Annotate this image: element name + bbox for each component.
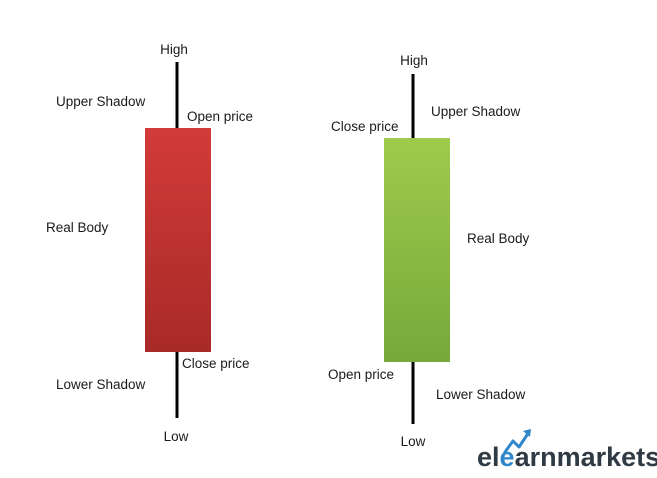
elearnmarkets-logo: elearnmarkets xyxy=(477,429,657,472)
bearish-candle: High Upper Shadow Open price Real Body C… xyxy=(46,42,253,444)
bullish-close-price-label: Close price xyxy=(331,119,399,134)
logo-part-el: el xyxy=(477,442,500,472)
bearish-lower-shadow-label: Lower Shadow xyxy=(56,377,146,392)
logo-wordmark: elearnmarkets xyxy=(477,442,657,472)
bullish-real-body xyxy=(384,138,450,362)
bearish-open-price-label: Open price xyxy=(187,109,253,124)
bullish-high-label: High xyxy=(400,53,428,68)
logo-arrow-icon xyxy=(503,430,531,454)
logo-part-arnmarkets: arnmarkets xyxy=(515,442,657,472)
bearish-real-body xyxy=(145,128,211,352)
bullish-open-price-label: Open price xyxy=(328,367,394,382)
bearish-low-label: Low xyxy=(164,429,189,444)
bearish-close-price-label: Close price xyxy=(182,356,250,371)
bullish-real-body-label: Real Body xyxy=(467,231,530,246)
bearish-upper-shadow-label: Upper Shadow xyxy=(56,94,146,109)
bearish-high-label: High xyxy=(160,42,188,57)
bullish-candle: High Close price Upper Shadow Real Body … xyxy=(328,53,530,449)
logo-part-e: e xyxy=(500,442,515,472)
logo-arrow-head-icon xyxy=(523,429,531,437)
bearish-real-body-label: Real Body xyxy=(46,220,109,235)
bullish-upper-shadow-label: Upper Shadow xyxy=(431,104,521,119)
bullish-lower-shadow-label: Lower Shadow xyxy=(436,387,526,402)
bullish-low-label: Low xyxy=(401,434,426,449)
